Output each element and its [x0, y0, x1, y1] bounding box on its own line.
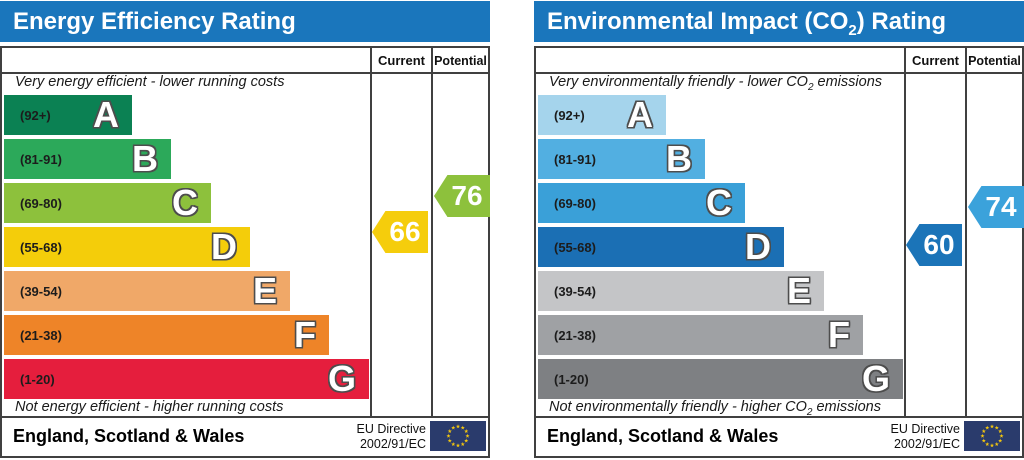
current-rating-badge: 66 [372, 211, 428, 253]
energy-chart-title-bar: Energy Efficiency Rating [0, 1, 490, 42]
band-row-e: (39-54) E [4, 271, 290, 311]
band-row-e: (39-54) E [538, 271, 824, 311]
band-range: (21-38) [20, 328, 62, 343]
co2-table-footer: England, Scotland & Wales EU Directive 2… [536, 416, 1022, 456]
potential-rating-value: 74 [985, 191, 1017, 222]
band-row-b: (81-91) B [538, 139, 705, 179]
current-column-divider [370, 48, 372, 418]
co2-bands: (92+) A (81-91) B (69-80) C (55-68) D (3… [538, 95, 904, 403]
band-row-a: (92+) A [538, 95, 666, 135]
band-range: (1-20) [554, 372, 589, 387]
band-range: (39-54) [554, 284, 596, 299]
band-letter: F [294, 314, 316, 355]
co2-bottom-note: Not environmentally friendly - higher CO… [549, 399, 881, 418]
energy-chart-title: Energy Efficiency Rating [13, 8, 296, 35]
band-letter: D [745, 226, 771, 267]
band-letter: E [252, 270, 277, 311]
energy-bottom-note: Not energy efficient - higher running co… [15, 399, 284, 415]
column-header-underline [536, 72, 1022, 74]
energy-efficiency-chart: Energy Efficiency Rating Current Potenti… [0, 0, 490, 460]
energy-table-footer: England, Scotland & Wales EU Directive 2… [2, 416, 488, 456]
band-range: (55-68) [20, 240, 62, 255]
co2-rating-table: Current Potential Very environmentally f… [534, 46, 1024, 458]
potential-column-header: Potential [434, 54, 487, 68]
current-column-header: Current [912, 53, 959, 68]
band-range: (81-91) [20, 152, 62, 167]
band-range: (92+) [20, 108, 51, 123]
energy-top-note: Very energy efficient - lower running co… [15, 74, 285, 90]
current-column-header: Current [378, 53, 425, 68]
eu-flag-icon [430, 421, 486, 451]
potential-rating-badge: 76 [434, 175, 490, 217]
region-label: England, Scotland & Wales [547, 426, 779, 446]
band-row-g: (1-20) G [4, 359, 369, 399]
current-rating-value: 66 [389, 216, 421, 247]
band-row-a: (92+) A [4, 95, 132, 135]
eu-flag-icon [964, 421, 1020, 451]
band-row-b: (81-91) B [4, 139, 171, 179]
band-letter: C [172, 182, 198, 223]
band-letter: B [666, 138, 692, 179]
band-row-g: (1-20) G [538, 359, 903, 399]
eu-directive-text: EU Directive 2002/91/EC [890, 422, 960, 451]
band-range: (55-68) [554, 240, 596, 255]
region-label: England, Scotland & Wales [13, 426, 245, 446]
current-rating-value: 60 [923, 229, 955, 260]
environmental-impact-chart: Environmental Impact (CO2) Rating Curren… [534, 0, 1024, 460]
potential-rating-badge: 74 [968, 186, 1024, 228]
band-letter: G [861, 358, 890, 399]
band-range: (1-20) [20, 372, 55, 387]
energy-bands: (92+) A (81-91) B (69-80) C (55-68) D (3… [4, 95, 370, 403]
band-letter: G [327, 358, 356, 399]
band-letter: E [786, 270, 811, 311]
co2-chart-title: Environmental Impact (CO2) Rating [547, 8, 947, 39]
co2-chart-title-bar: Environmental Impact (CO2) Rating [534, 1, 1024, 42]
potential-column-divider [431, 48, 433, 418]
current-rating-badge: 60 [906, 224, 962, 266]
energy-rating-table: Current Potential Very energy efficient … [0, 46, 490, 458]
band-range: (39-54) [20, 284, 62, 299]
band-range: (69-80) [20, 196, 62, 211]
band-row-d: (55-68) D [538, 227, 784, 267]
band-letter: C [706, 182, 732, 223]
band-range: (92+) [554, 108, 585, 123]
band-range: (21-38) [554, 328, 596, 343]
band-range: (81-91) [554, 152, 596, 167]
band-letter: A [627, 94, 653, 135]
band-row-f: (21-38) F [4, 315, 329, 355]
band-row-c: (69-80) C [538, 183, 745, 223]
band-row-f: (21-38) F [538, 315, 863, 355]
potential-rating-value: 76 [451, 180, 483, 211]
column-header-underline [2, 72, 488, 74]
band-row-c: (69-80) C [4, 183, 211, 223]
co2-top-note: Very environmentally friendly - lower CO… [549, 74, 883, 93]
potential-column-divider [965, 48, 967, 418]
band-letter: B [132, 138, 158, 179]
eu-directive-text: EU Directive 2002/91/EC [356, 422, 426, 451]
band-letter: A [93, 94, 119, 135]
band-row-d: (55-68) D [4, 227, 250, 267]
current-column-divider [904, 48, 906, 418]
potential-column-header: Potential [968, 54, 1021, 68]
band-letter: F [828, 314, 850, 355]
band-range: (69-80) [554, 196, 596, 211]
band-letter: D [211, 226, 237, 267]
